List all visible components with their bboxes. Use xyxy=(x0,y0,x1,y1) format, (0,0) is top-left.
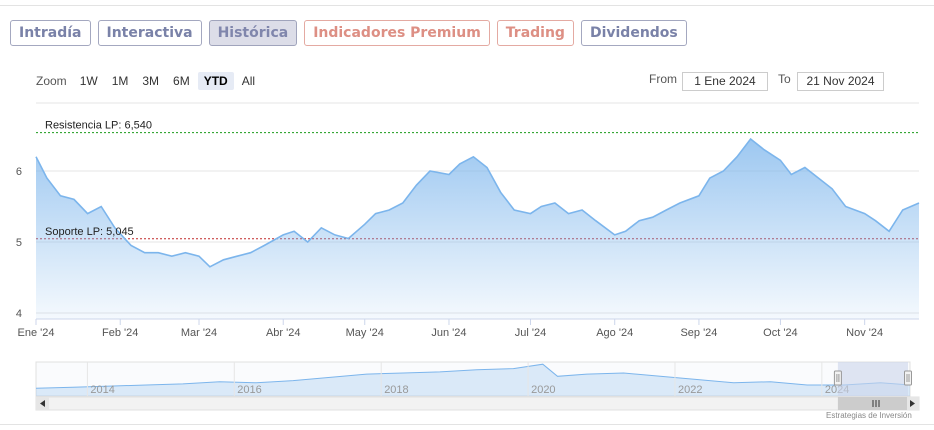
navigator-right-handle[interactable] xyxy=(904,370,912,386)
navigator-tick-label: 2022 xyxy=(678,384,702,396)
navigator-left-handle[interactable] xyxy=(833,370,842,386)
zoom-selector: Zoom 1W 1M 3M 6M YTD All xyxy=(36,72,261,90)
zoom-3m-button[interactable]: 3M xyxy=(142,74,160,88)
x-tick-label: Nov '24 xyxy=(846,327,883,339)
y-tick-label: 5 xyxy=(16,237,22,249)
tab-historica[interactable]: Histórica xyxy=(208,20,298,46)
zoom-1w-button[interactable]: 1W xyxy=(79,74,98,88)
tab-dividendos[interactable]: Dividendos xyxy=(580,20,687,46)
x-tick-label: Sep '24 xyxy=(680,327,717,339)
navigator-selection-mask xyxy=(837,362,908,396)
zoom-label: Zoom xyxy=(36,74,67,88)
navigator-tick-label: 2018 xyxy=(384,384,408,396)
x-tick-label: Ago '24 xyxy=(596,327,633,339)
chevron-left-icon xyxy=(40,400,45,407)
navigator-area xyxy=(36,364,910,396)
x-tick-label: Mar '24 xyxy=(181,327,217,339)
tab-intradia[interactable]: Intradía xyxy=(10,20,91,46)
navigator-tick-label: 2014 xyxy=(90,384,114,396)
tab-interactiva[interactable]: Interactiva xyxy=(97,20,202,46)
x-tick-label: Feb '24 xyxy=(102,327,138,339)
tab-indicadores-premium[interactable]: Indicadores Premium xyxy=(304,20,490,46)
zoom-6m-button[interactable]: 6M xyxy=(173,74,190,88)
y-tick-label: 4 xyxy=(16,308,22,320)
chevron-right-icon xyxy=(910,400,915,407)
resistance-label: Resistencia LP: 6,540 xyxy=(45,120,152,132)
range-from-input[interactable]: 1 Ene 2024 xyxy=(682,72,768,91)
zoom-all-button[interactable]: All xyxy=(241,74,256,88)
tab-trading[interactable]: Trading xyxy=(496,20,574,46)
range-from-label: From xyxy=(649,72,677,86)
x-tick-label: Abr '24 xyxy=(266,327,301,339)
y-tick-label: 6 xyxy=(16,166,22,178)
navigator-line xyxy=(35,363,911,389)
x-tick-label: Jul '24 xyxy=(515,327,546,339)
navigator[interactable]: 2014 2016 2018 2020 2022 2024 xyxy=(35,361,920,411)
navigator-tick-label: 2016 xyxy=(237,384,261,396)
range-to-label: To xyxy=(778,72,791,86)
x-tick-label: Oct '24 xyxy=(763,327,798,339)
chart-tabs: Intradía Interactiva Histórica Indicador… xyxy=(10,20,687,46)
zoom-ytd-button[interactable]: YTD xyxy=(197,72,234,90)
range-to-input[interactable]: 21 Nov 2024 xyxy=(797,72,884,91)
navigator-tick-label: 2020 xyxy=(531,384,555,396)
credits-text: Estrategias de Inversión xyxy=(826,411,912,420)
bottom-divider xyxy=(0,424,934,425)
top-divider xyxy=(0,5,934,6)
x-tick-label: Ene '24 xyxy=(18,327,55,339)
price-area xyxy=(36,139,919,319)
price-line xyxy=(35,137,920,268)
support-label: Soporte LP: 5,045 xyxy=(45,226,134,238)
zoom-1m-button[interactable]: 1M xyxy=(111,74,129,88)
navigator-scrollbar-track[interactable] xyxy=(35,396,920,411)
x-tick-label: May '24 xyxy=(346,327,384,339)
x-tick-label: Jun '24 xyxy=(431,327,466,339)
